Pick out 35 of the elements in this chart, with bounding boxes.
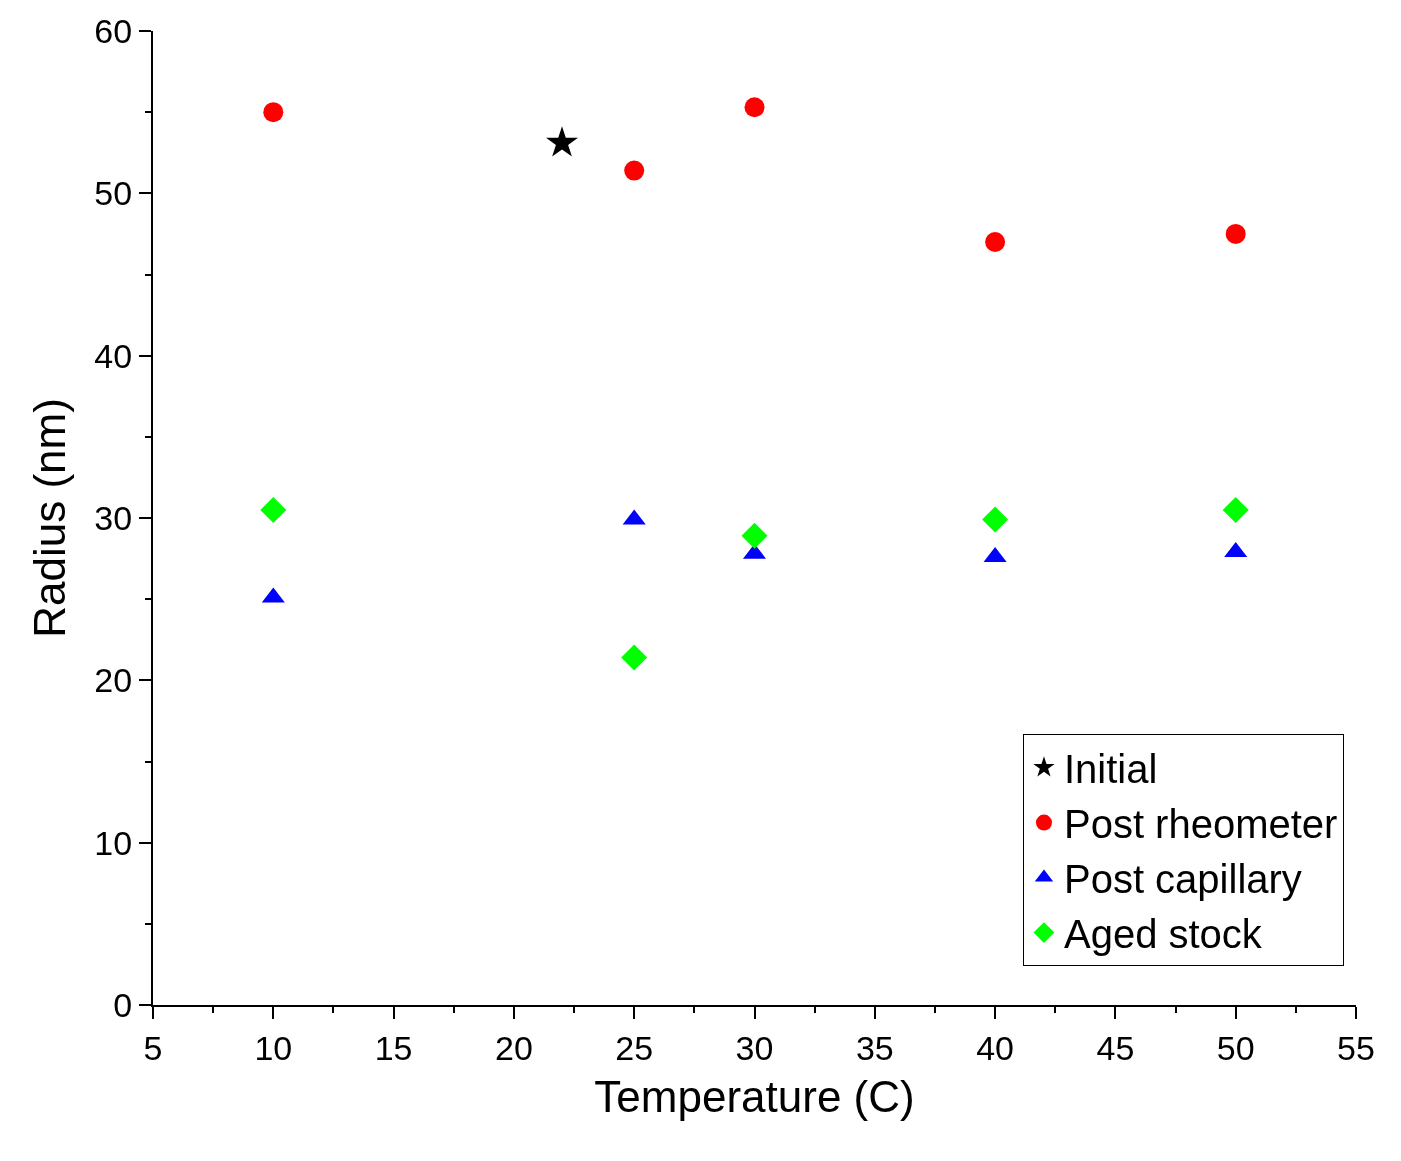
point xyxy=(260,496,287,523)
x-tick-label: 5 xyxy=(143,1028,163,1067)
y-tick-label: 20 xyxy=(94,661,133,700)
x-tick-label: 20 xyxy=(494,1028,533,1067)
x-tick-label: 30 xyxy=(735,1028,774,1067)
legend-label: Aged stock xyxy=(1063,912,1263,957)
y-tick-label: 40 xyxy=(94,336,133,375)
y-tick-label: 50 xyxy=(94,174,133,213)
y-tick-label: 60 xyxy=(94,11,133,50)
x-tick-label: 40 xyxy=(976,1028,1015,1067)
point xyxy=(1222,496,1249,523)
y-tick-label: 0 xyxy=(113,985,133,1024)
x-tick-label: 15 xyxy=(374,1028,413,1067)
y-tick-label: 30 xyxy=(94,498,133,537)
point xyxy=(624,160,645,181)
point xyxy=(263,102,284,123)
x-axis-title: Temperature (C) xyxy=(594,1071,915,1121)
legend-label: Post rheometer xyxy=(1063,802,1338,847)
point xyxy=(1225,223,1246,244)
legend-label: Initial xyxy=(1063,747,1158,792)
point xyxy=(982,506,1009,533)
x-tick-label: 25 xyxy=(615,1028,654,1067)
point xyxy=(621,644,648,671)
x-tick-label: 45 xyxy=(1096,1028,1135,1067)
x-tick-label: 55 xyxy=(1337,1028,1375,1067)
point xyxy=(985,232,1006,253)
x-tick-label: 50 xyxy=(1216,1028,1255,1067)
legend-label: Post capillary xyxy=(1063,857,1302,902)
y-axis-title: Radius (nm) xyxy=(24,398,74,638)
x-tick-label: 35 xyxy=(855,1028,894,1067)
point xyxy=(744,97,765,118)
x-tick-label: 10 xyxy=(254,1028,293,1067)
y-tick-label: 10 xyxy=(94,823,133,862)
point xyxy=(741,522,768,549)
point xyxy=(546,126,578,157)
